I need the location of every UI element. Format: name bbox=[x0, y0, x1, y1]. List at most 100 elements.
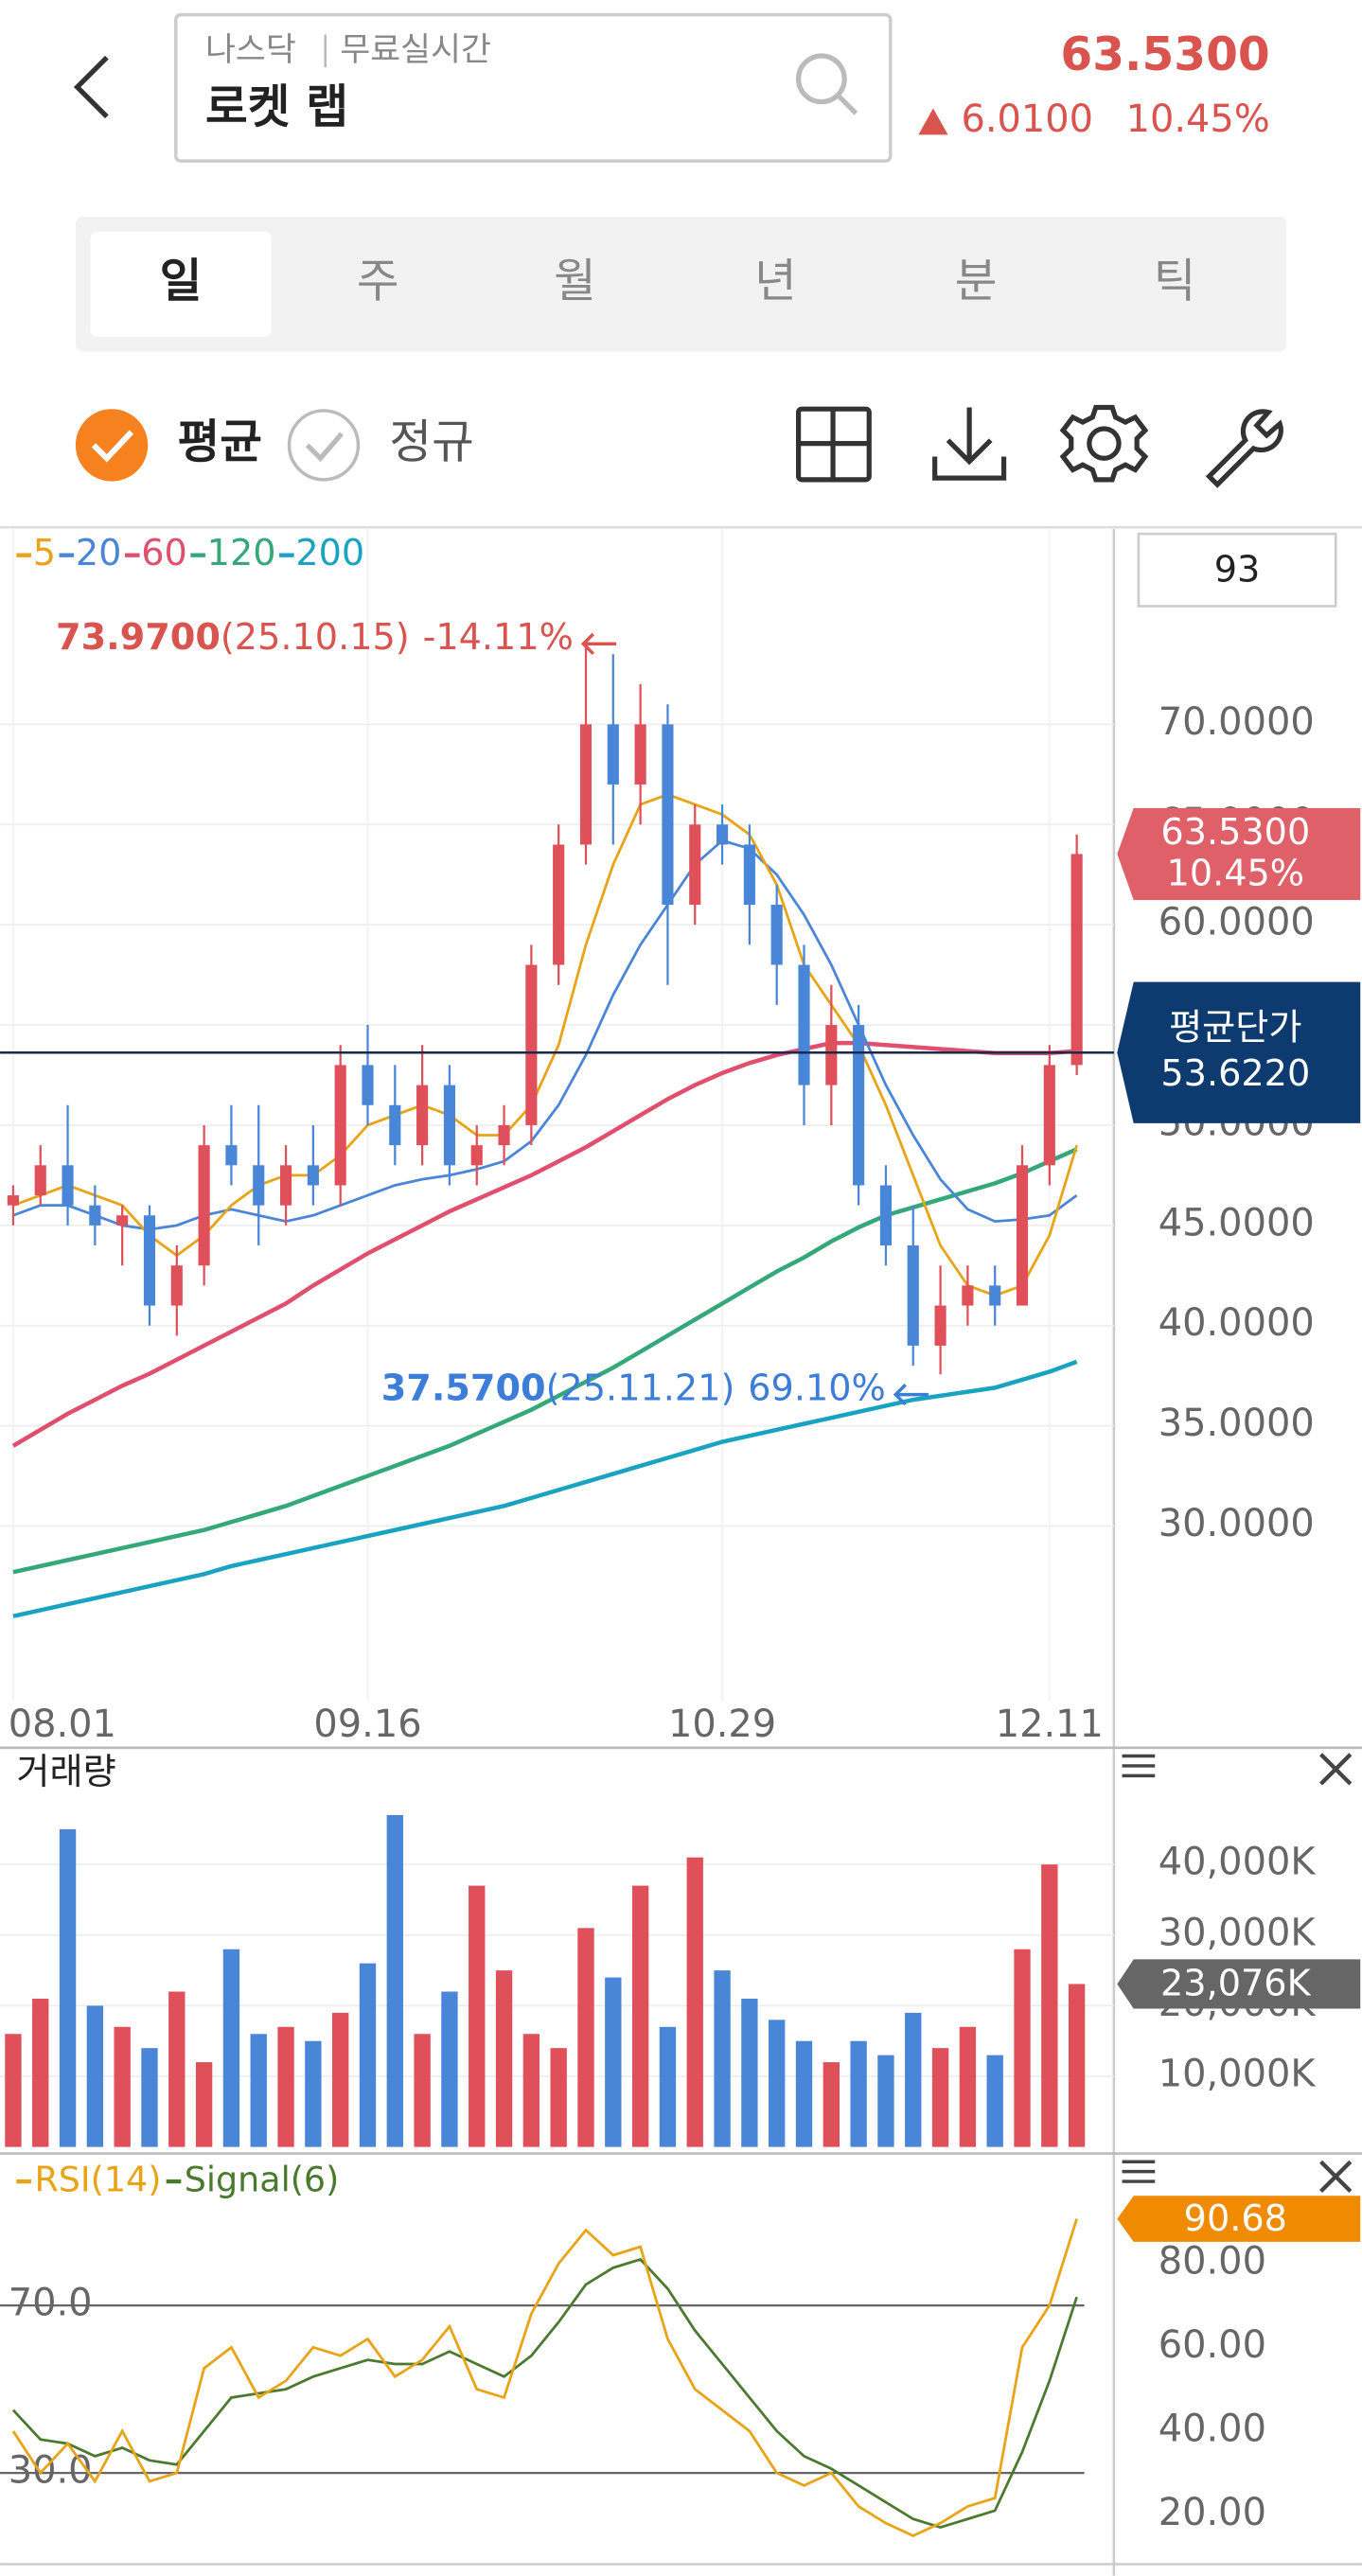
candle-body bbox=[907, 1245, 919, 1346]
candle-body bbox=[443, 1085, 456, 1166]
volume-bar bbox=[686, 1857, 703, 2147]
close-icon[interactable] bbox=[1319, 2160, 1353, 2194]
back-button[interactable] bbox=[73, 55, 109, 119]
note-date: (25.10.15) bbox=[221, 617, 410, 659]
search-box[interactable] bbox=[174, 12, 893, 163]
note-arrow bbox=[893, 1384, 929, 1406]
y-tick-label: 35.0000 bbox=[1159, 1402, 1315, 1445]
volume-bar bbox=[823, 2062, 840, 2147]
tab-bar bbox=[75, 217, 1287, 352]
legend-label: 120 bbox=[207, 533, 276, 574]
candle-body bbox=[170, 1265, 183, 1306]
volume-bar bbox=[59, 1828, 77, 2147]
candle-body bbox=[879, 1185, 893, 1246]
candle-body bbox=[279, 1165, 292, 1206]
volume-bar bbox=[795, 2040, 813, 2147]
settings-icon[interactable] bbox=[1059, 404, 1149, 483]
y-tick-label: 40,000K bbox=[1159, 1841, 1317, 1884]
count: 93 bbox=[1214, 550, 1261, 591]
volume-bar bbox=[469, 1885, 486, 2147]
volume-bar bbox=[359, 1963, 377, 2147]
candle-body bbox=[498, 1124, 510, 1146]
volume-bar bbox=[1068, 1984, 1086, 2147]
candle-body bbox=[716, 824, 729, 845]
volume-bar bbox=[605, 1977, 622, 2147]
close-icon[interactable] bbox=[1319, 1753, 1353, 1786]
feed: 무료실시간 bbox=[340, 31, 491, 69]
candle-body bbox=[579, 724, 593, 845]
volume-bar bbox=[986, 2055, 1003, 2147]
tag-label: 23,076K bbox=[1160, 1964, 1312, 2005]
extreme-note: 73.9700(25.10.15) -14.11% bbox=[56, 617, 574, 659]
tab[interactable]: 틱 bbox=[1154, 255, 1196, 308]
y-tick-label: 60.0000 bbox=[1159, 901, 1315, 944]
tab[interactable]: 년 bbox=[754, 255, 797, 308]
note-change: -14.11% bbox=[423, 617, 574, 659]
y-tick-label: 45.0000 bbox=[1159, 1201, 1315, 1244]
menu-icon[interactable] bbox=[1122, 1754, 1156, 1778]
value-tag bbox=[1117, 807, 1361, 901]
tab[interactable]: 분 bbox=[955, 255, 998, 308]
legend-label: Signal(6) bbox=[185, 2160, 340, 2200]
average-check[interactable] bbox=[75, 409, 149, 482]
tag-label: 53.6220 bbox=[1160, 1053, 1310, 1095]
candle-body bbox=[934, 1305, 946, 1346]
volume-bar bbox=[386, 1814, 403, 2147]
menu-icon[interactable] bbox=[1122, 2160, 1156, 2183]
average-toggle[interactable]: 평균 bbox=[177, 415, 261, 468]
volume-bar bbox=[850, 2040, 867, 2147]
regular-toggle[interactable]: 정규 bbox=[389, 415, 473, 468]
volume-bar bbox=[550, 2048, 567, 2147]
volume-bar bbox=[441, 1991, 458, 2147]
volume-bar bbox=[277, 2026, 294, 2147]
legend-label: 200 bbox=[295, 533, 364, 574]
reference-label: 70.0 bbox=[9, 2282, 93, 2325]
volume-bar bbox=[631, 1885, 649, 2147]
tag-label: 90.68 bbox=[1184, 2198, 1287, 2240]
legend-label: 20 bbox=[76, 533, 122, 574]
volume-bar bbox=[332, 2012, 349, 2147]
volume-bar bbox=[877, 2055, 894, 2147]
candle-body bbox=[89, 1205, 101, 1226]
regular-check[interactable] bbox=[287, 409, 361, 482]
change-pct: 10.45% bbox=[1126, 97, 1270, 141]
candle-body bbox=[334, 1065, 346, 1186]
layout-icon[interactable] bbox=[796, 406, 872, 483]
volume-bar bbox=[769, 2020, 786, 2147]
volume-bar bbox=[659, 2026, 677, 2147]
volume-bar bbox=[495, 1970, 513, 2147]
count-box[interactable] bbox=[1137, 532, 1337, 608]
check-mark bbox=[305, 432, 345, 463]
note-value: 73.9700 bbox=[56, 617, 221, 659]
y-tick-label: 60.00 bbox=[1159, 2323, 1266, 2367]
candle-body bbox=[1070, 854, 1083, 1066]
tab[interactable]: 월 bbox=[554, 255, 596, 308]
candle-body bbox=[634, 724, 646, 785]
search-icon[interactable] bbox=[796, 53, 858, 115]
tools-icon[interactable] bbox=[1205, 409, 1283, 488]
line bbox=[12, 1359, 1078, 1619]
tab[interactable]: 주 bbox=[357, 255, 399, 308]
volume-bar bbox=[86, 2005, 104, 2147]
volume-bar bbox=[1041, 1864, 1058, 2147]
x-tick-label: 09.16 bbox=[313, 1703, 421, 1746]
volume-bar bbox=[250, 2034, 267, 2147]
reference-label: 30.0 bbox=[9, 2449, 93, 2493]
line bbox=[11, 1040, 1077, 1448]
download-icon[interactable] bbox=[932, 407, 1007, 481]
candle-body bbox=[1043, 1065, 1055, 1166]
tag-label: 평균단가 bbox=[1169, 1007, 1301, 1049]
legend-label: 5 bbox=[33, 533, 56, 574]
volume-bar bbox=[141, 2048, 158, 2147]
volume-bar bbox=[305, 2040, 322, 2147]
volume-bar bbox=[168, 1991, 186, 2147]
tab[interactable]: 일 bbox=[160, 255, 203, 308]
volume-bar bbox=[195, 2062, 213, 2147]
legend-label: 60 bbox=[141, 533, 187, 574]
x-tick-label: 12.11 bbox=[996, 1703, 1104, 1746]
candle-body bbox=[553, 844, 565, 965]
candle-body bbox=[416, 1085, 429, 1146]
note-arrow bbox=[580, 632, 617, 656]
note-value: 37.5700 bbox=[381, 1367, 546, 1409]
